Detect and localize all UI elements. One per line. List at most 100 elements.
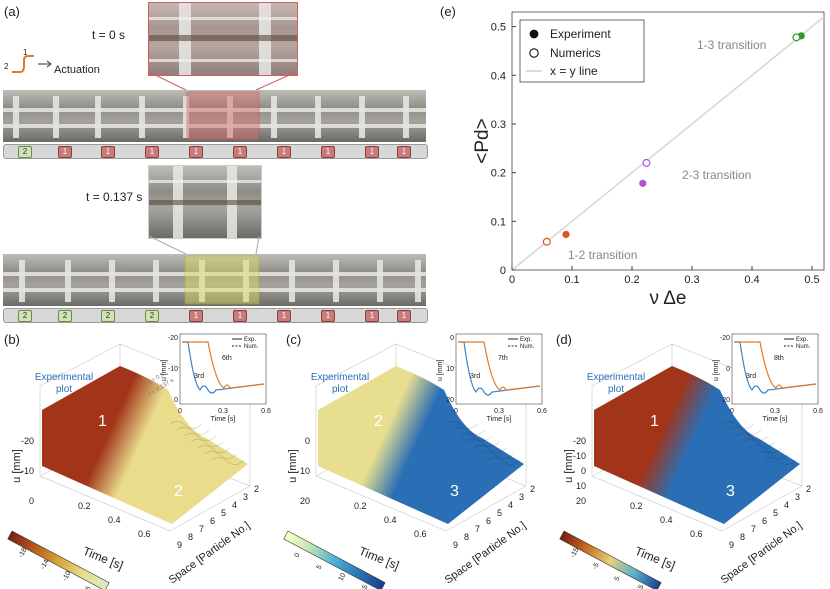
space-tick-label: 3 [795,492,800,502]
inset-curve-3rd [734,341,817,394]
inset-label-far: 6th [222,355,232,362]
plot-tag: Experimental [35,372,93,383]
z-tick-label: 0 [29,496,34,506]
legend-marker-numerics [529,48,539,58]
time-tick-label: 0.2 [630,501,643,511]
inset-legend-exp: Exp. [244,337,256,343]
surface-ripple [445,420,479,430]
colorbar-tick-label: 5 [316,564,324,571]
colorbar-tick-label: 15 [360,584,370,589]
surface-ripple [211,456,245,466]
surface [42,366,248,524]
inset-label-3rd: 3rd [746,373,756,380]
colorbar-tick-label: -18 [18,547,29,559]
numerics-point [792,33,801,42]
panel-a-label: (a) [4,4,20,19]
x-tick-label: 0.3 [684,274,699,286]
colorbar-tick-label: -5 [592,562,601,571]
phase-label-bottom: 2 [174,483,183,500]
space-tick-label: 5 [497,508,502,518]
space-tick-label: 8 [464,532,469,542]
plot-tag: plot [332,384,348,395]
x-tick-label: 0.5 [804,274,819,286]
inset-y-tick: -10 [168,366,178,373]
inset-x-label: Time [s] [763,416,788,423]
surface-ripple [197,444,231,454]
zoom-connector-top [148,72,297,91]
colorbar-tick-label: -6 [84,585,93,589]
inset-x-tick: 0.3 [218,408,228,415]
inset-y-tick: -20 [168,335,178,342]
inset-frame [731,333,819,405]
surface-ripple [763,456,797,466]
space-tick-label: 6 [210,516,215,526]
state-badge: 1 [397,146,411,158]
panel-e-label: (e) [440,4,456,19]
time-axis-label: Time [s] [357,544,401,573]
time-tick-label: 0.6 [138,529,151,539]
space-tick-label: 6 [486,516,491,526]
surface-ripple [183,432,217,442]
state-strip-top: 2 1 1 1 1 1 1 1 1 1 [3,144,428,159]
annotation-2-3: 2-3 transition [682,168,751,182]
z-tick-label: 20 [300,496,310,506]
inset-x-tick: 0.3 [494,408,504,415]
plot-tag: plot [608,384,624,395]
inset-label-3rd: 3rd [194,373,204,380]
state-badge: 1 [365,146,379,158]
state-badge: 2 [18,310,32,322]
inset-curve-far [182,341,265,389]
time-axis-label: Time [s] [81,544,125,573]
x-tick-label: 0.4 [744,274,759,286]
inset-curve-3rd [458,341,541,396]
time-tick-label: 0.4 [108,515,121,525]
inset-plot: -20 -10 0 u [mm] 0 0.3 0.6 Time [s] Exp.Num. 6th 3… [161,333,271,423]
annotation-1-3: 1-3 transition [697,38,766,52]
annotation-1-2: 1-2 transition [568,248,637,262]
state-badge: 2 [101,310,115,322]
inset-y-tick: 0 [726,366,730,373]
time-tick-label: 0.2 [78,501,91,511]
time-tick-label: 0.4 [660,515,673,525]
z-tick-label: -10 [573,451,586,461]
phase-label-top: 2 [374,413,383,430]
time-tick-label: 0.6 [414,529,427,539]
z-axis-label: u [mm] [11,449,23,483]
inset-label-far: 7th [498,355,508,362]
step-high-label: 1 [23,48,28,57]
colorbar-tick-label: 5 [614,576,622,583]
surface-ripple [487,456,521,466]
time-label-top: t = 0 s [92,28,126,42]
inset-x-tick: 0.3 [770,408,780,415]
surface-ripple [459,432,493,442]
inset-y-tick: 20 [446,397,454,404]
state-badge: 1 [189,310,203,322]
inset-x-tick: 0 [730,408,734,415]
y-tick-label: 0.1 [491,216,506,228]
z-axis-label: u [mm] [287,449,299,483]
legend-label-experiment: Experiment [550,27,611,41]
phase-label-bottom: 3 [726,483,735,500]
inset-x-tick: 0.6 [813,408,823,415]
z-tick-label: 0 [305,436,310,446]
inset-x-label: Time [s] [211,416,236,423]
space-tick-label: 7 [751,524,756,534]
space-tick-label: 7 [475,524,480,534]
legend: Experiment Numerics x = y line [519,19,645,83]
plot-tag: Experimental [311,372,369,383]
actuation-step-icon [12,55,52,73]
panel-c-label: (c) [286,332,302,347]
y-tick-label: 0.5 [491,22,506,34]
state-badge: 1 [101,146,115,158]
inset-x-tick: 0.6 [261,408,271,415]
surface-ripple [721,420,755,430]
state-badge: 1 [189,146,203,158]
surface [318,366,524,524]
colorbar-tick-label: -15 [570,547,581,559]
plot-frame [511,11,825,271]
state-badge: 1 [321,310,335,322]
surface [594,366,800,524]
state-badge: 2 [145,310,159,322]
y-tick-label: 0.2 [491,168,506,180]
